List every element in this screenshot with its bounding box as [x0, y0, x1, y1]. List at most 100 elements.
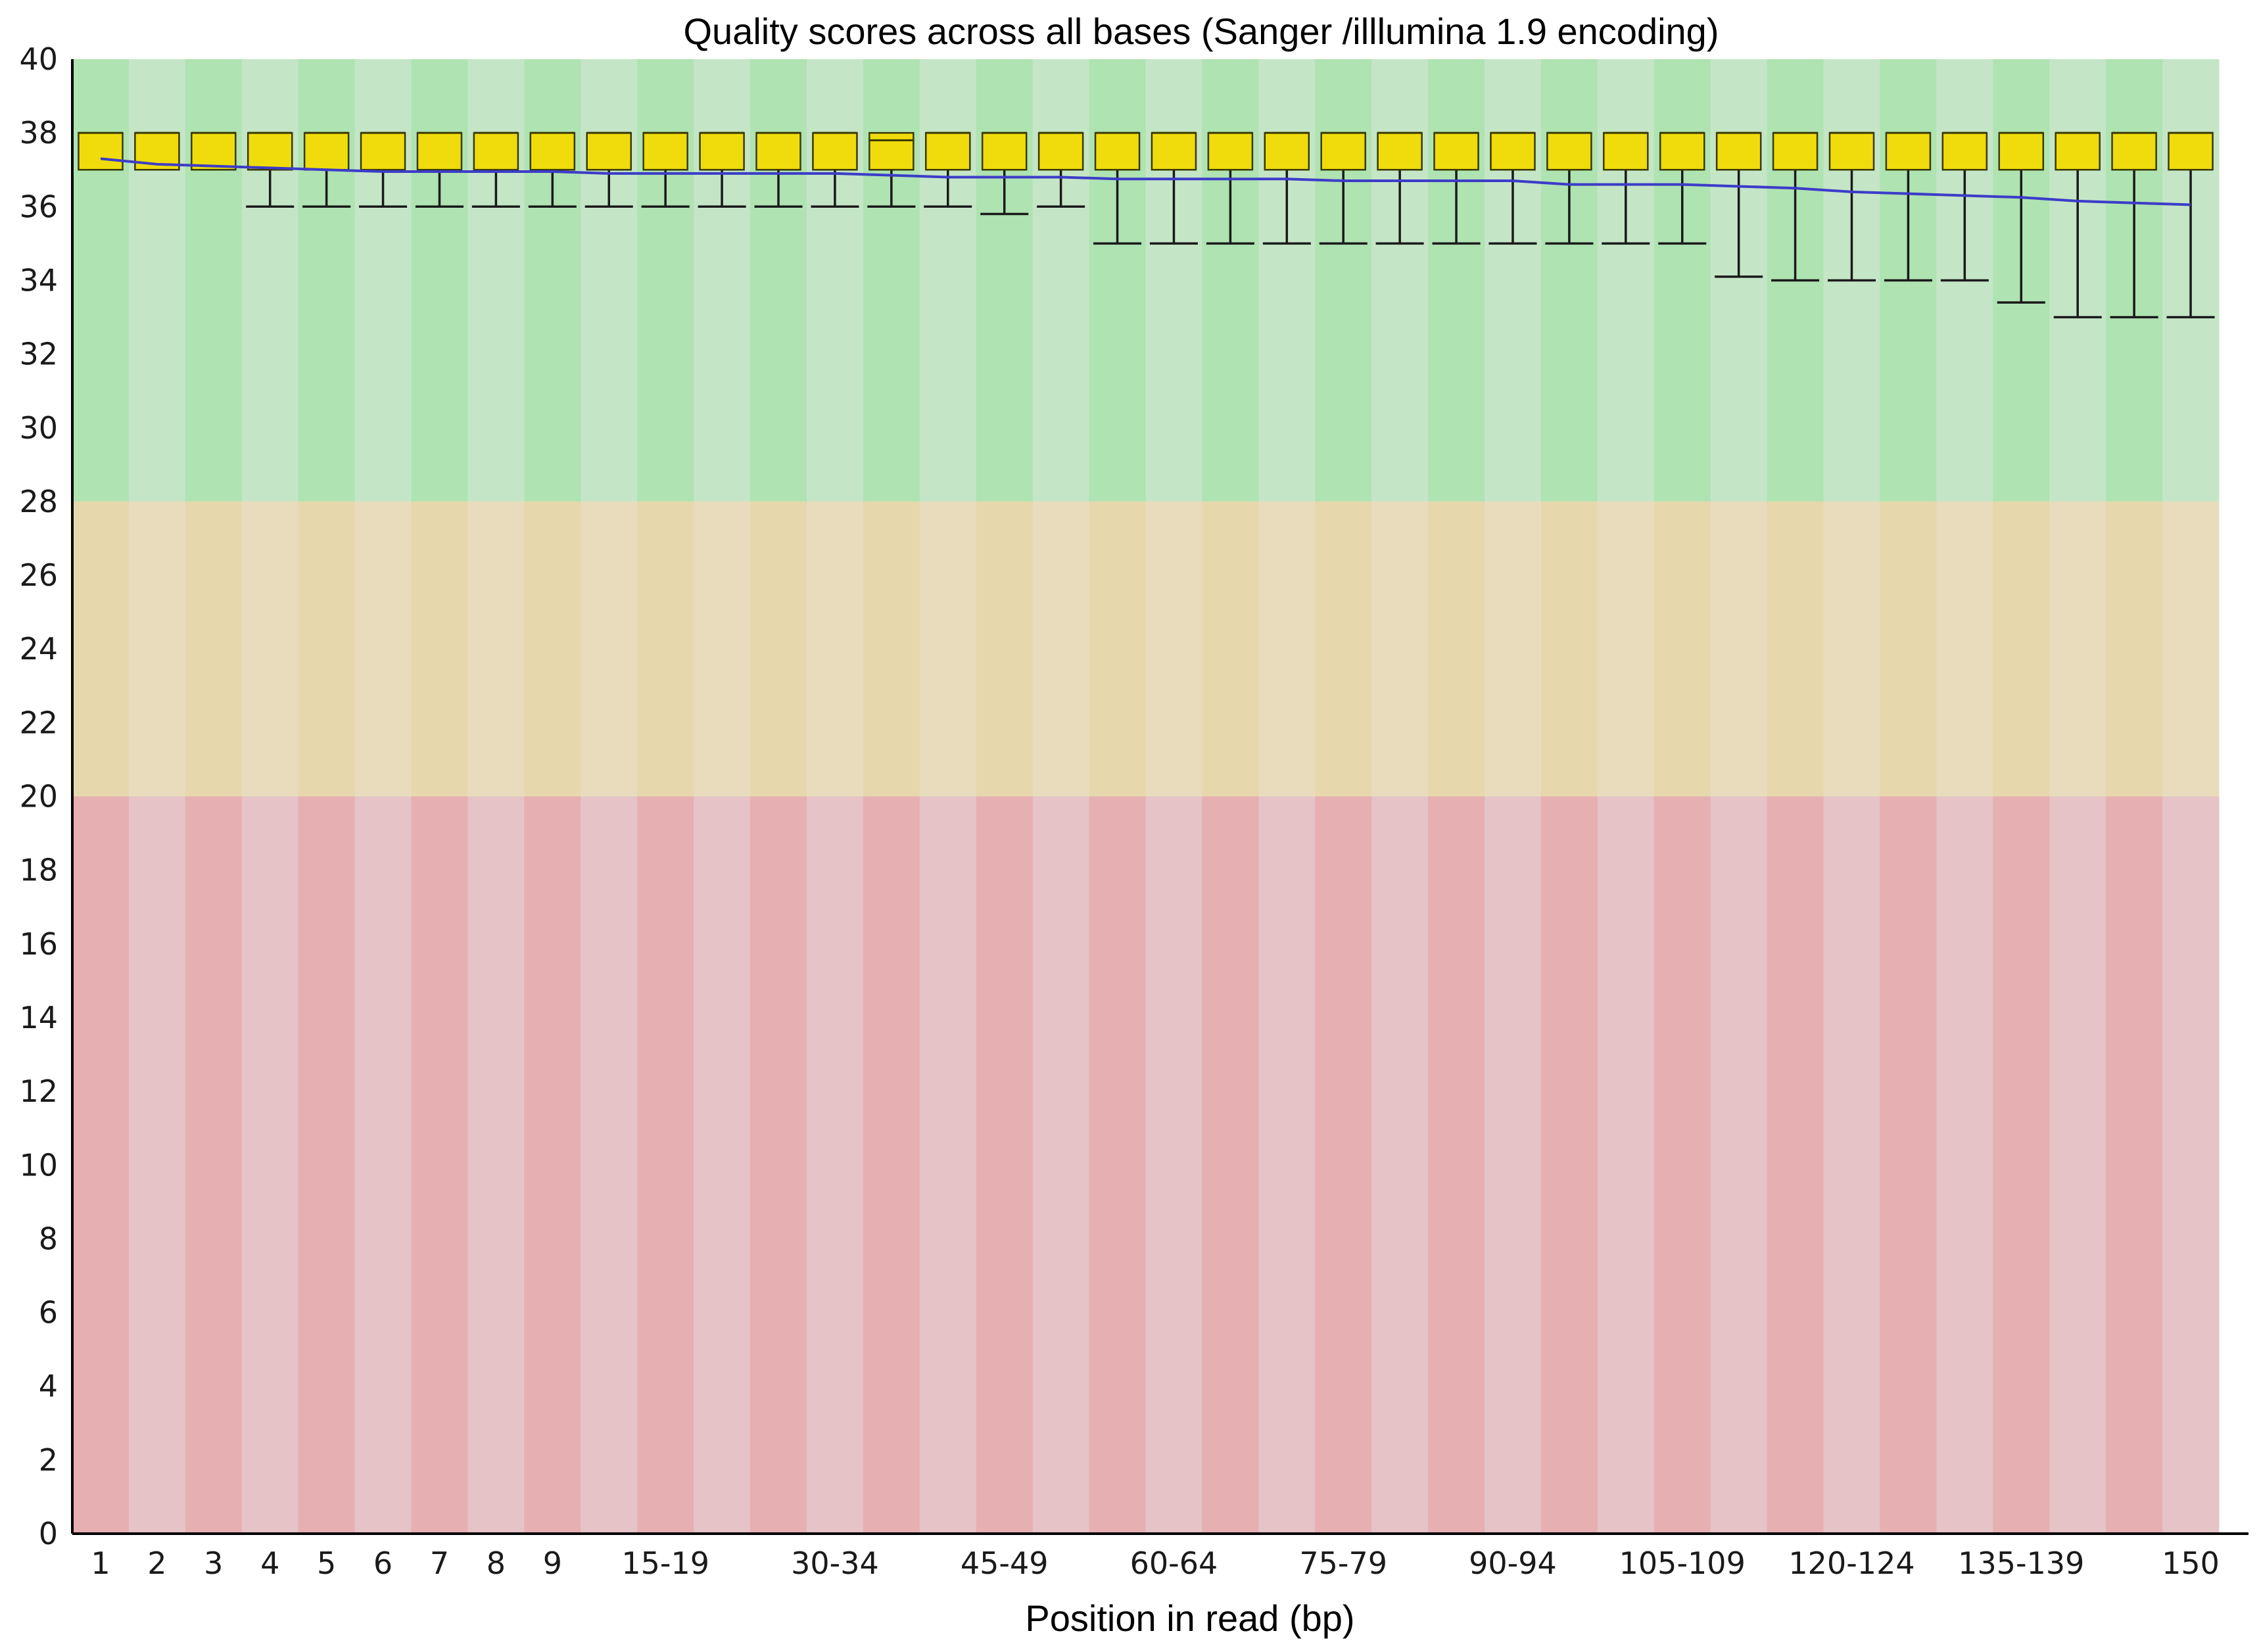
band-reasonable-column-10: [637, 501, 694, 797]
box-9: [528, 131, 577, 208]
iqr-box-13: [812, 131, 858, 171]
band-reasonable-column-11: [694, 501, 751, 797]
band-poor-column-27: [1597, 796, 1655, 1534]
y-tick-label-22: 22: [19, 705, 58, 740]
band-reasonable-column-17: [1032, 501, 1090, 797]
band-reasonable-column-31: [1823, 501, 1880, 797]
box-135-139: [1997, 131, 2045, 304]
iqr-box-3: [247, 131, 293, 171]
box-45-49: [980, 131, 1029, 216]
iqr-box-29: [1715, 131, 1762, 171]
boxes-layer: [78, 131, 2215, 319]
band-good-column-12: [750, 59, 807, 502]
iqr-box-23: [1377, 131, 1423, 171]
band-good-column-3: [241, 59, 299, 502]
band-reasonable-column-32: [1880, 501, 1937, 797]
y-tick-label-6: 6: [39, 1295, 58, 1331]
band-reasonable-column-30: [1767, 501, 1824, 797]
iqr-box-0: [78, 131, 124, 171]
band-poor-column-30: [1767, 796, 1824, 1534]
iqr-box-11: [699, 131, 745, 171]
band-good-column-13: [806, 59, 864, 502]
x-tick-label-60-64: 60-64: [1130, 1546, 1218, 1581]
band-poor-column-12: [750, 796, 807, 1534]
iqr-box-33: [1941, 131, 1988, 171]
band-good-column-24: [1428, 59, 1485, 502]
band-poor-column-3: [241, 796, 299, 1534]
x-tick-label-8: 8: [487, 1546, 506, 1581]
iqr-box-8: [529, 131, 576, 171]
band-good-column-23: [1371, 59, 1429, 502]
band-good-column-20: [1202, 59, 1259, 502]
band-poor-column-36: [2106, 796, 2163, 1534]
band-reasonable-column-19: [1145, 501, 1202, 797]
band-reasonable-column-14: [863, 501, 920, 797]
band-good-column-18: [1089, 59, 1146, 502]
box-4: [246, 131, 295, 208]
band-reasonable-column-33: [1936, 501, 1993, 797]
y-tick-label-20: 20: [19, 779, 58, 814]
band-poor-column-2: [185, 796, 243, 1534]
band-good-column-0: [72, 59, 130, 502]
band-reasonable-column-35: [2049, 501, 2106, 797]
band-good-column-26: [1540, 59, 1598, 502]
band-poor-column-24: [1428, 796, 1485, 1534]
box-120-124: [1827, 131, 1876, 282]
box-145-149: [2110, 131, 2158, 319]
band-good-column-19: [1145, 59, 1202, 502]
band-reasonable-column-26: [1540, 501, 1598, 797]
y-tick-label-18: 18: [19, 853, 58, 888]
box-95-99: [1545, 131, 1594, 245]
x-tick-label-1: 1: [91, 1546, 110, 1581]
iqr-box-12: [755, 131, 801, 171]
iqr-box-19: [1151, 131, 1197, 171]
band-reasonable-column-25: [1485, 501, 1542, 797]
x-tick-label-90-94: 90-94: [1469, 1546, 1557, 1581]
box-3: [191, 131, 237, 171]
band-reasonable-column-8: [524, 501, 581, 797]
y-tick-label-12: 12: [19, 1074, 58, 1109]
band-reasonable-column-4: [298, 501, 356, 797]
band-good-column-14: [863, 59, 920, 502]
band-reasonable-column-3: [241, 501, 299, 797]
band-reasonable-column-2: [185, 501, 243, 797]
iqr-box-32: [1885, 131, 1932, 171]
iqr-box-7: [473, 131, 519, 171]
band-good-column-11: [694, 59, 751, 502]
band-reasonable-column-27: [1597, 501, 1655, 797]
band-reasonable-column-24: [1428, 501, 1485, 797]
band-poor-column-4: [298, 796, 356, 1534]
box-60-64: [1149, 131, 1198, 245]
band-poor-column-33: [1936, 796, 1993, 1534]
y-tick-label-24: 24: [19, 631, 58, 667]
box-7: [415, 131, 464, 208]
y-tick-label-40: 40: [19, 41, 58, 77]
x-tick-label-6: 6: [373, 1546, 392, 1581]
band-poor-column-34: [1993, 796, 2050, 1534]
band-reasonable-column-0: [72, 501, 130, 797]
y-tick-label-34: 34: [19, 262, 58, 298]
iqr-box-17: [1037, 131, 1084, 171]
band-poor-column-0: [72, 796, 130, 1534]
iqr-box-31: [1828, 131, 1875, 171]
band-reasonable-column-5: [354, 501, 412, 797]
band-good-column-22: [1315, 59, 1372, 502]
band-poor-column-17: [1032, 796, 1090, 1534]
x-tick-label-5: 5: [317, 1546, 336, 1581]
iqr-box-5: [360, 131, 406, 171]
band-good-column-2: [185, 59, 243, 502]
band-good-column-27: [1597, 59, 1655, 502]
iqr-box-37: [2168, 131, 2214, 171]
box-130-134: [1940, 131, 1989, 282]
band-poor-column-1: [128, 796, 186, 1534]
band-poor-column-37: [2162, 796, 2220, 1534]
band-good-column-7: [467, 59, 525, 502]
band-good-column-17: [1032, 59, 1090, 502]
band-good-column-29: [1710, 59, 1768, 502]
band-good-column-5: [354, 59, 412, 502]
x-tick-label-3: 3: [204, 1546, 223, 1581]
band-reasonable-column-37: [2162, 501, 2220, 797]
iqr-box-34: [1998, 131, 2045, 171]
